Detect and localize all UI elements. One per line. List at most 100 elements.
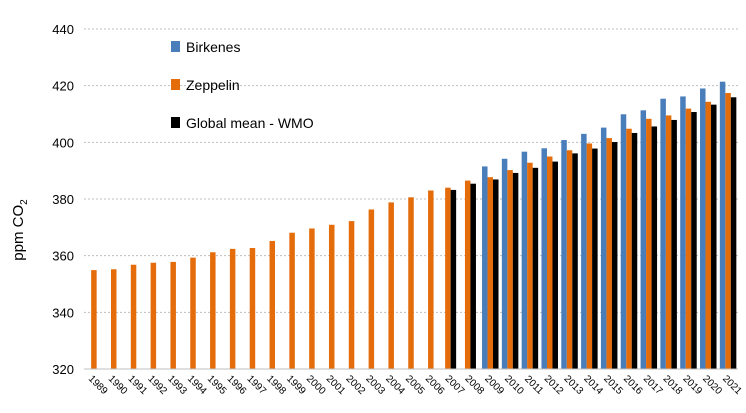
x-tick-label: 2020	[700, 373, 724, 397]
bar-zeppelin-2009	[487, 177, 494, 369]
bar-zeppelin-2019	[685, 108, 692, 369]
bar-birkenes-2014	[581, 133, 587, 369]
x-tick-label: 2009	[482, 373, 506, 397]
x-tick-label: 2015	[601, 373, 625, 397]
bar-birkenes-2012	[541, 148, 547, 369]
x-tick-label: 2012	[542, 373, 566, 397]
bar-zeppelin-2015	[606, 138, 612, 369]
x-tick-label: 2005	[403, 373, 427, 397]
bar-zeppelin-2002	[348, 221, 355, 369]
bar-global-mean-wmo-2008	[470, 183, 476, 369]
bar-birkenes-2009	[482, 166, 488, 369]
bar-zeppelin-1992	[150, 262, 157, 369]
bar-birkenes-2011	[521, 151, 528, 369]
bar-global-mean-wmo-2009	[493, 179, 499, 369]
bar-global-mean-wmo-2018	[671, 119, 677, 369]
bar-zeppelin-1995	[210, 252, 216, 369]
bar-global-mean-wmo-2015	[611, 142, 618, 369]
bar-global-mean-wmo-2007	[450, 189, 457, 369]
x-tick-label: 2007	[443, 373, 467, 397]
bar-zeppelin-2010	[507, 170, 513, 369]
bar-zeppelin-2013	[566, 150, 573, 369]
x-tick-label: 2016	[621, 373, 645, 397]
x-tick-label: 1999	[284, 373, 308, 397]
bar-zeppelin-2018	[665, 115, 672, 370]
x-tick-label: 2010	[502, 373, 526, 397]
x-axis-ticks: 1989199019911992199319941995199619971998…	[86, 373, 744, 397]
x-tick-label: 2002	[344, 373, 368, 397]
bar-zeppelin-1994	[190, 257, 196, 369]
bar-zeppelin-2007	[445, 187, 451, 369]
x-tick-label: 1989	[86, 373, 110, 397]
bar-zeppelin-2006	[428, 190, 434, 369]
bar-zeppelin-1991	[130, 264, 137, 369]
x-tick-label: 2004	[383, 373, 407, 397]
bar-birkenes-2015	[600, 127, 607, 369]
x-tick-label: 2000	[304, 373, 328, 397]
x-tick-label: 1995	[205, 373, 229, 397]
bar-zeppelin-2004	[388, 202, 394, 369]
bar-zeppelin-1998	[269, 240, 276, 369]
legend-swatch	[171, 41, 180, 52]
bar-birkenes-2021	[719, 81, 726, 369]
bar-birkenes-2016	[620, 114, 627, 370]
bar-zeppelin-1996	[229, 248, 236, 369]
x-tick-label: 1992	[145, 373, 169, 397]
bar-global-mean-wmo-2021	[730, 97, 737, 370]
bar-birkenes-2017	[640, 110, 647, 370]
bar-birkenes-2010	[501, 158, 508, 369]
x-tick-label: 2021	[720, 373, 744, 397]
x-tick-label: 2003	[363, 373, 387, 397]
legend: Birkenes Zeppelin Global mean - WMO	[171, 39, 314, 131]
x-tick-label: 1991	[126, 373, 150, 397]
x-tick-label: 2018	[661, 373, 685, 397]
bar-zeppelin-2003	[368, 209, 375, 369]
bar-global-mean-wmo-2019	[691, 112, 697, 370]
bar-zeppelin-1997	[249, 248, 256, 369]
legend-label: Global mean - WMO	[186, 115, 314, 131]
bar-global-mean-wmo-2011	[532, 167, 539, 369]
legend-swatch	[171, 117, 180, 128]
bar-zeppelin-2016	[626, 128, 632, 369]
bar-zeppelin-1993	[170, 261, 176, 369]
legend-swatch	[171, 79, 180, 90]
y-tick-label: 340	[52, 305, 74, 320]
bar-birkenes-2020	[700, 88, 706, 369]
bar-zeppelin-2011	[527, 162, 533, 369]
bar-zeppelin-2020	[705, 101, 712, 370]
bar-zeppelin-1989	[91, 270, 97, 369]
x-tick-label: 1990	[106, 373, 130, 397]
bar-zeppelin-2021	[725, 93, 731, 370]
bar-birkenes-2013	[561, 140, 567, 369]
x-tick-label: 1998	[264, 373, 288, 397]
bar-zeppelin-2001	[328, 224, 335, 369]
x-tick-label: 2013	[562, 373, 586, 397]
x-tick-label: 1993	[165, 373, 189, 397]
y-tick-label: 320	[52, 362, 74, 377]
bar-zeppelin-2017	[646, 118, 652, 369]
y-axis-label: ppm CO2	[10, 199, 30, 261]
bar-zeppelin-2005	[408, 197, 414, 369]
y-axis-ticks: 320 340 360 380 400 420 440	[52, 22, 74, 377]
x-tick-label: 2014	[581, 373, 605, 397]
x-tick-label: 2001	[324, 373, 348, 397]
x-tick-label: 2011	[522, 374, 545, 397]
x-tick-label: 1994	[185, 373, 209, 397]
bar-global-mean-wmo-2020	[711, 104, 717, 370]
x-tick-label: 1996	[225, 373, 249, 397]
bar-global-mean-wmo-2012	[552, 161, 558, 369]
bar-global-mean-wmo-2016	[631, 132, 638, 369]
x-tick-label: 2008	[462, 373, 486, 397]
x-tick-label: 2006	[423, 373, 447, 397]
y-tick-label: 360	[52, 249, 74, 264]
bar-zeppelin-2008	[464, 180, 471, 369]
y-tick-label: 420	[52, 79, 74, 94]
y-tick-label: 380	[52, 192, 74, 207]
legend-label: Birkenes	[186, 39, 240, 55]
x-tick-label: 1997	[244, 373, 268, 397]
bar-global-mean-wmo-2014	[592, 148, 598, 369]
y-tick-label: 400	[52, 135, 74, 150]
bar-birkenes-2019	[680, 96, 686, 369]
bars	[91, 81, 737, 370]
bar-zeppelin-1999	[289, 232, 295, 369]
